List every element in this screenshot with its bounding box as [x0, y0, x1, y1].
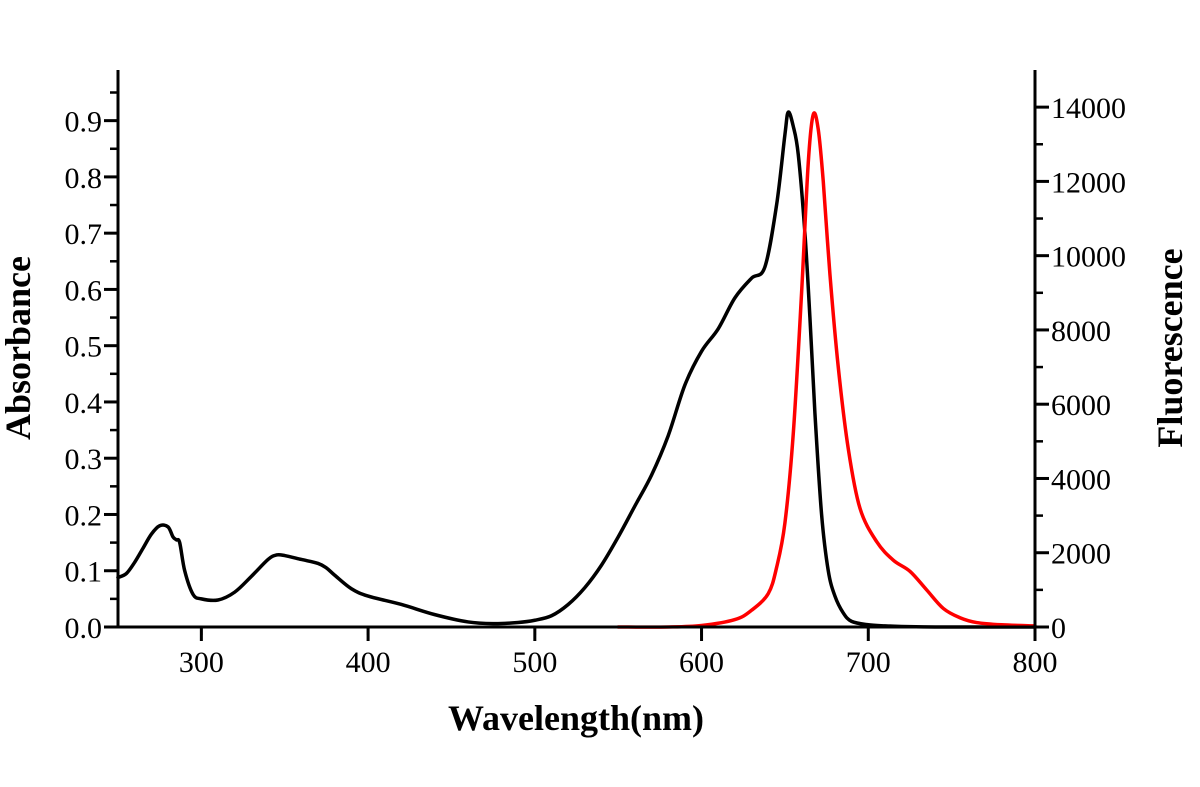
y2-tick-label: 10000 [1051, 241, 1126, 274]
x-tick-label: 500 [512, 646, 557, 679]
x-tick-label: 400 [346, 646, 391, 679]
y-tick-label: 0.9 [65, 106, 103, 139]
axes [116, 70, 1037, 629]
y-tick-label: 0.4 [65, 387, 103, 420]
y-tick-label: 0.3 [65, 443, 103, 476]
y-tick-label: 0.1 [65, 556, 103, 589]
x-axis-title: Wavelength(nm) [448, 698, 704, 738]
y2-tick-label: 8000 [1051, 315, 1111, 348]
x-tick-label: 700 [846, 646, 891, 679]
y2-tick-label: 0 [1051, 612, 1066, 645]
y-tick-label: 0.8 [65, 162, 103, 195]
y-axis-title: Absorbance [0, 256, 38, 440]
y2-tick-label: 14000 [1051, 92, 1126, 125]
y2-tick-label: 4000 [1051, 463, 1111, 496]
y-tick-label: 0.7 [65, 218, 103, 251]
y-tick-label: 0.2 [65, 499, 103, 532]
y2-tick-label: 2000 [1051, 538, 1111, 571]
y2-tick-label: 6000 [1051, 389, 1111, 422]
absorbance-series-line [116, 110, 1037, 629]
y2-tick-label: 12000 [1051, 166, 1126, 199]
y-tick-label: 0.5 [65, 331, 103, 364]
x-tick-label: 300 [179, 646, 224, 679]
x-tick-label: 600 [679, 646, 724, 679]
series-layer [116, 110, 1037, 629]
x-tick-label: 800 [1013, 646, 1058, 679]
y-tick-label: 0.6 [65, 274, 103, 307]
y-tick-label: 0.0 [65, 612, 103, 645]
ticks-layer: 300 400 500 600 700 800 0.0 0.1 0.2 0.3 0.4 0.5 0.6 0… [65, 91, 1126, 679]
fluorescence-series-line [616, 111, 1037, 629]
y2-axis-title: Fluorescence [1150, 248, 1190, 447]
